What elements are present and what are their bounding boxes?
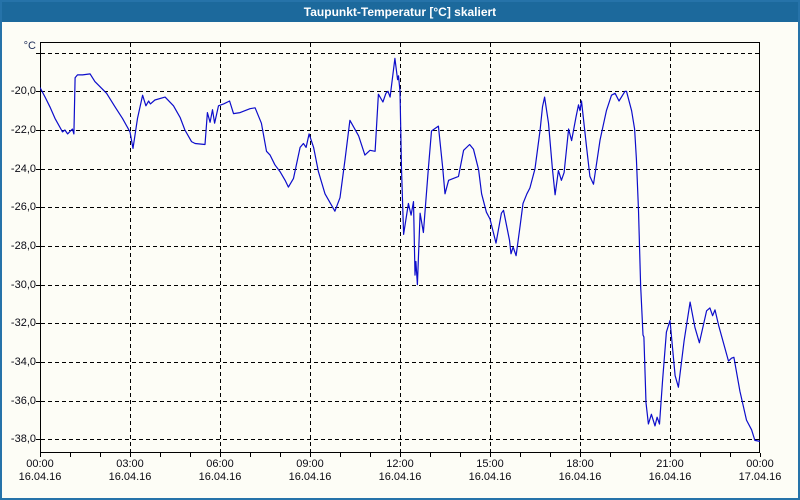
x-tick-mark [190, 453, 191, 457]
x-tick-mark [250, 453, 251, 457]
y-tick-mark [36, 323, 40, 324]
plot-area [40, 42, 760, 453]
dewpoint-line-series [40, 57, 760, 442]
x-tick-mark [580, 453, 581, 457]
y-tick-label: -32,0 [10, 317, 36, 330]
x-tick-mark [310, 453, 311, 457]
x-tick-label: 00:00 16.04.16 [18, 458, 62, 483]
dewpoint-line-chart [40, 42, 760, 453]
x-tick-mark [640, 453, 641, 457]
y-tick-label: -26,0 [10, 201, 36, 214]
x-tick-label: 00:00 17.04.16 [738, 458, 782, 483]
x-tick-label: 03:00 16.04.16 [108, 458, 152, 483]
x-tick-mark [400, 453, 401, 457]
y-tick-mark [36, 285, 40, 286]
x-tick-mark [430, 453, 431, 457]
y-tick-mark [36, 207, 40, 208]
y-tick-mark [36, 169, 40, 170]
y-tick-label: -22,0 [10, 124, 36, 136]
plot-border [40, 42, 760, 453]
x-tick-mark [700, 453, 701, 457]
x-tick-mark [40, 453, 41, 457]
y-tick-mark [36, 439, 40, 440]
x-tick-mark [730, 453, 731, 457]
x-tick-mark [160, 453, 161, 457]
x-tick-mark [610, 453, 611, 457]
x-tick-label: 06:00 16.04.16 [198, 458, 242, 483]
x-tick-mark [490, 453, 491, 457]
x-tick-mark [340, 453, 341, 457]
y-tick-label: -36,0 [10, 394, 36, 407]
x-tick-mark [220, 453, 221, 457]
x-tick-mark [70, 453, 71, 457]
x-tick-mark [370, 453, 371, 457]
y-tick-label: -38,0 [10, 433, 36, 446]
y-tick-label: -24,0 [10, 162, 36, 175]
window-title-bar: Taupunkt-Temperatur [°C] skaliert [2, 2, 798, 22]
x-tick-mark [100, 453, 101, 457]
x-tick-mark [550, 453, 551, 457]
y-tick-label: -34,0 [10, 356, 36, 369]
y-tick-mark [36, 246, 40, 247]
y-tick-mark [36, 91, 40, 92]
x-tick-mark [760, 453, 761, 457]
y-axis-unit-label: °C [23, 40, 36, 52]
x-tick-label: 21:00 16.04.16 [648, 458, 692, 483]
x-tick-mark [520, 453, 521, 457]
y-tick-label: -28,0 [10, 240, 36, 253]
x-tick-mark [280, 453, 281, 457]
y-tick-mark [36, 53, 40, 54]
x-tick-label: 12:00 16.04.16 [378, 458, 422, 483]
window-title: Taupunkt-Temperatur [°C] skaliert [303, 5, 497, 19]
y-tick-mark [36, 362, 40, 363]
x-tick-mark [130, 453, 131, 457]
y-tick-label: -20,0 [10, 85, 36, 98]
x-tick-label: 18:00 16.04.16 [558, 458, 602, 483]
y-tick-mark [36, 401, 40, 402]
x-tick-mark [460, 453, 461, 457]
y-tick-label: -30,0 [10, 278, 36, 291]
y-tick-mark [36, 130, 40, 131]
x-tick-label: 15:00 16.04.16 [468, 458, 512, 483]
x-tick-label: 09:00 16.04.16 [288, 458, 332, 483]
x-tick-mark [670, 453, 671, 457]
